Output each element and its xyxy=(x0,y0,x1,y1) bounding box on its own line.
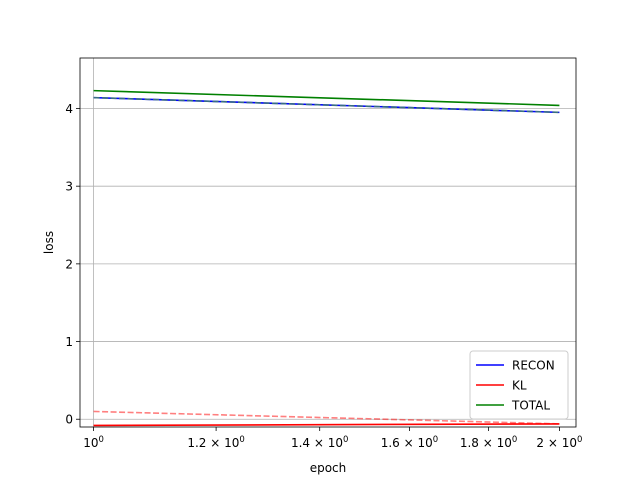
total-line xyxy=(93,89,560,107)
x-tick-label: 1.2 × 100 xyxy=(187,435,244,450)
grid xyxy=(80,58,576,427)
y-tick-label: 1 xyxy=(65,335,73,349)
legend-label-recon: RECON xyxy=(512,359,555,373)
y-axis-label: loss xyxy=(42,231,56,254)
legend-label-kl: KL xyxy=(512,379,527,393)
kl-line xyxy=(93,423,560,427)
x-tick-label: 1.8 × 100 xyxy=(460,435,517,450)
x-tick-label: 1.6 × 100 xyxy=(381,435,438,450)
legend-box xyxy=(469,350,569,420)
plot-frame xyxy=(79,57,577,428)
series-lines xyxy=(93,89,560,427)
x-axis-ticks: 100 1.2 × 100 1.4 × 100 1.6 × 100 1.8 × 100 2… xyxy=(83,427,582,450)
x-tick-label: 2 × 100 xyxy=(536,435,582,450)
dashed-line xyxy=(93,410,560,425)
legend-label-total: TOTAL xyxy=(511,399,550,413)
x-axis-label: epoch xyxy=(310,461,347,475)
y-tick-label: 0 xyxy=(65,413,73,427)
y-axis-ticks: 0 1 2 3 4 xyxy=(65,102,80,427)
dashed-line xyxy=(93,96,560,114)
legend: RECON KL TOTAL xyxy=(469,350,569,420)
y-tick-label: 3 xyxy=(65,180,73,194)
y-tick-label: 2 xyxy=(65,257,73,271)
y-tick-label: 4 xyxy=(65,102,73,116)
x-tick-label: 1.4 × 100 xyxy=(291,435,348,450)
